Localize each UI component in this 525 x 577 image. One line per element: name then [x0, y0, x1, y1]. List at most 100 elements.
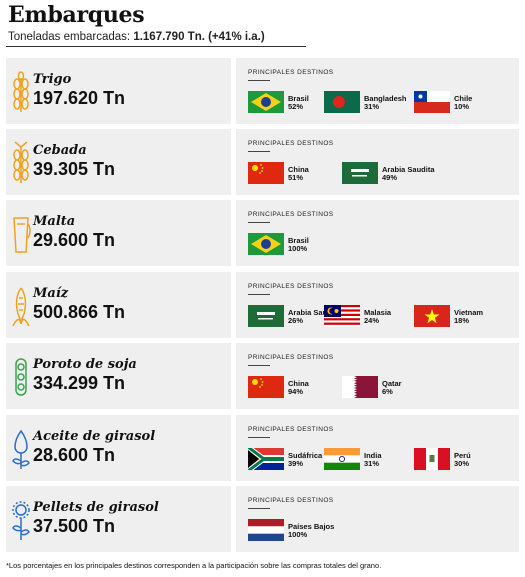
destinations-label: PRINCIPALES DESTINOS: [248, 69, 334, 76]
destination-country: Brasil: [288, 236, 309, 245]
destinations-label: PRINCIPALES DESTINOS: [248, 354, 334, 361]
destinations-divider: [248, 80, 270, 81]
destinations-label: PRINCIPALES DESTINOS: [248, 211, 334, 218]
flag-chile: [414, 91, 450, 113]
destination-country: Arabia Saudita: [382, 165, 435, 174]
flag-brazil: [248, 233, 284, 255]
flag-qatar: [342, 376, 378, 398]
grain-tons: 500.866 Tn: [33, 302, 126, 322]
destination-text: Países Bajos 100%: [288, 523, 334, 539]
soybean-icon: [11, 355, 31, 399]
sunflower-pellets-icon: [11, 498, 31, 542]
grain-summary-card: Aceite de girasol 28.600 Tn: [6, 415, 231, 481]
grain-tons: 28.600 Tn: [33, 445, 116, 465]
barley-icon: [11, 141, 31, 185]
destination-pct: 6%: [382, 387, 393, 396]
subtitle-prefix: Toneladas embarcadas:: [8, 31, 134, 43]
grain-tons: 37.500 Tn: [33, 516, 116, 536]
destination-text: India 31%: [364, 452, 382, 468]
destination-pct: 18%: [454, 316, 470, 325]
destination-country: Malasia: [364, 308, 392, 317]
destinations-divider: [248, 365, 270, 366]
destination-country: Chile: [454, 94, 473, 103]
destination-pct: 94%: [288, 387, 304, 396]
destination-text: China 51%: [288, 166, 309, 182]
destination-pct: 39%: [288, 459, 304, 468]
destination-pct: 10%: [454, 102, 470, 111]
destination-text: China 94%: [288, 380, 309, 396]
destinations-label: PRINCIPALES DESTINOS: [248, 140, 334, 147]
grain-tons: 197.620 Tn: [33, 88, 126, 108]
destination-pct: 26%: [288, 316, 304, 325]
destination-pct: 31%: [364, 102, 380, 111]
destination-pct: 51%: [288, 173, 304, 182]
destinations-divider: [248, 437, 270, 438]
grain-summary-card: Pellets de girasol 37.500 Tn: [6, 486, 231, 552]
destinations-label: PRINCIPALES DESTINOS: [248, 497, 334, 504]
page-title: Embarques: [8, 2, 145, 28]
destination-country: Perú: [454, 451, 471, 460]
grain-row: Poroto de soja 334.299 Tn PRINCIPALES DEST…: [6, 343, 519, 409]
flag-brazil: [248, 91, 284, 113]
destination-text: Chile 10%: [454, 95, 472, 111]
flag-china: [248, 162, 284, 184]
grain-row: Pellets de girasol 37.500 Tn PRINCIPALES D…: [6, 486, 519, 552]
destinations-card: PRINCIPALES DESTINOS China 51% Arabia Saudi…: [236, 129, 519, 195]
destination-text: Brasil 100%: [288, 237, 309, 253]
grain-summary-card: Trigo 197.620 Tn: [6, 58, 231, 124]
destinations-label: PRINCIPALES DESTINOS: [248, 426, 334, 433]
sunflower-oil-icon: [11, 427, 31, 471]
destination-country: China: [288, 165, 309, 174]
grain-summary-card: Maíz 500.866 Tn: [6, 272, 231, 338]
flag-india: [324, 448, 360, 470]
grain-row: Trigo 197.620 Tn PRINCIPALES DESTINOS Brasi…: [6, 58, 519, 124]
destination-country: Bangladesh: [364, 94, 407, 103]
destinations-card: PRINCIPALES DESTINOS Brasil 100%: [236, 200, 519, 266]
destinations-label: PRINCIPALES DESTINOS: [248, 283, 334, 290]
grain-summary-card: Malta 29.600 Tn: [6, 200, 231, 266]
destination-country: China: [288, 379, 309, 388]
grain-name: Pellets de girasol: [33, 500, 159, 515]
grain-row: Aceite de girasol 28.600 Tn PRINCIPALES DE…: [6, 415, 519, 481]
footnote: *Los porcentajes en los principales dest…: [6, 561, 382, 570]
destination-text: Vietnam 18%: [454, 309, 483, 325]
flag-malaysia: [324, 305, 360, 327]
flag-china: [248, 376, 284, 398]
flag-netherlands: [248, 519, 284, 541]
destination-pct: 49%: [382, 173, 398, 182]
destination-country: Arabia Saudita: [288, 308, 341, 317]
subtitle-value: 1.167.790 Tn. (+41% i.a.): [133, 31, 265, 43]
wheat-icon: [11, 70, 31, 114]
destination-country: Vietnam: [454, 308, 484, 317]
grain-tons: 29.600 Tn: [33, 230, 116, 250]
grain-row: Malta 29.600 Tn PRINCIPALES DESTINOS Brasil…: [6, 200, 519, 266]
destination-text: Bangladesh 31%: [364, 95, 407, 111]
destination-pct: 31%: [364, 459, 380, 468]
destinations-divider: [248, 222, 270, 223]
grain-tons: 39.305 Tn: [33, 159, 116, 179]
flag-south-africa: [248, 448, 284, 470]
destinations-divider: [248, 294, 270, 295]
flag-saudi-arabia: [342, 162, 378, 184]
grain-summary-card: Poroto de soja 334.299 Tn: [6, 343, 231, 409]
flag-saudi-arabia: [248, 305, 284, 327]
destinations-divider: [248, 508, 270, 509]
grain-name: Maíz: [33, 286, 69, 301]
grain-name: Poroto de soja: [33, 357, 137, 372]
destination-country: India: [364, 451, 382, 460]
destination-text: Qatar 6%: [382, 380, 402, 396]
destinations-card: PRINCIPALES DESTINOS Brasil 52% Bangladesh 3…: [236, 58, 519, 124]
malt-glass-icon: [11, 212, 31, 256]
grain-name: Cebada: [33, 143, 87, 158]
destination-pct: 100%: [288, 244, 308, 253]
destination-text: Sudáfrica 39%: [288, 452, 322, 468]
grain-name: Aceite de girasol: [33, 429, 156, 444]
destination-pct: 52%: [288, 102, 304, 111]
grain-name: Trigo: [33, 72, 72, 87]
grain-tons: 334.299 Tn: [33, 373, 126, 393]
page-subtitle: Toneladas embarcadas: 1.167.790 Tn. (+41…: [8, 31, 265, 43]
destination-text: Brasil 52%: [288, 95, 309, 111]
grain-name: Malta: [33, 214, 76, 229]
flag-bangladesh: [324, 91, 360, 113]
grain-row: Cebada 39.305 Tn PRINCIPALES DESTINOS China…: [6, 129, 519, 195]
